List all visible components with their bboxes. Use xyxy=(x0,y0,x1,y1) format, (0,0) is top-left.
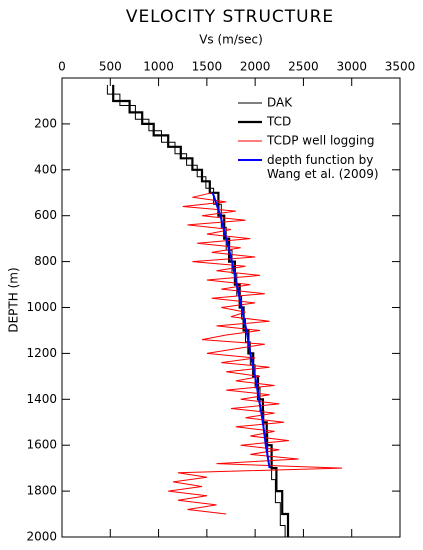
y-tick-label: 1600 xyxy=(26,438,57,452)
y-tick-label: 600 xyxy=(34,208,57,222)
x-tick-label: 500 xyxy=(99,60,122,74)
x-tick-label: 2000 xyxy=(240,60,271,74)
y-tick-label: 2000 xyxy=(26,530,57,544)
y-tick-label: 800 xyxy=(34,254,57,268)
legend-label: DAK xyxy=(267,96,293,110)
x-tick-label: 1000 xyxy=(143,60,174,74)
x-tick-label: 1500 xyxy=(192,60,223,74)
series-line xyxy=(106,84,286,537)
y-tick-label: 200 xyxy=(34,116,57,130)
y-tick-label: 1200 xyxy=(26,346,57,360)
x-tick-label: 0 xyxy=(58,60,66,74)
y-tick-label: 1400 xyxy=(26,392,57,406)
x-tick-label: 3500 xyxy=(385,60,416,74)
y-tick-label: 1800 xyxy=(26,484,57,498)
x-tick-label: 2500 xyxy=(288,60,319,74)
y-axis-label: DEPTH (m) xyxy=(7,267,21,332)
legend-label: TCDP well logging xyxy=(266,134,374,148)
chart-title: VELOCITY STRUCTURE xyxy=(126,7,334,27)
x-tick-label: 3000 xyxy=(336,60,367,74)
series-line xyxy=(168,192,343,515)
series-line xyxy=(112,84,290,537)
legend-label: TCD xyxy=(266,115,291,129)
legend-label: depth function by Wang et al. (2009) xyxy=(267,153,379,181)
series-line xyxy=(211,192,271,469)
x-axis-label: Vs (m/sec) xyxy=(199,33,263,47)
y-tick-label: 1000 xyxy=(26,300,57,314)
y-tick-label: 400 xyxy=(34,162,57,176)
